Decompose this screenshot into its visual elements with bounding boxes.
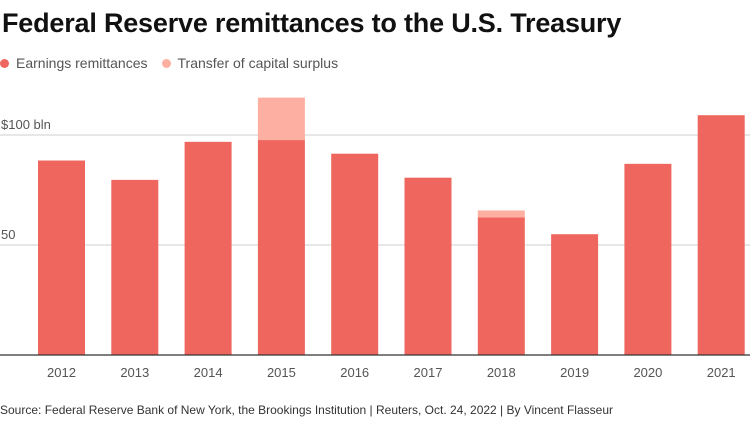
legend-label-capital-surplus: Transfer of capital surplus: [177, 55, 339, 71]
bar-2015-earnings: [257, 140, 305, 355]
bar-2015-capital-surplus: [257, 97, 305, 141]
x-tick-label-2020: 2020: [633, 365, 662, 380]
bar-chart: 50 $100 bln 2012 2013 2014 2015 2016 2017 2018 20…: [0, 97, 750, 380]
y-tick-label-50: 50: [1, 227, 15, 242]
legend-item-capital-surplus: Transfer of capital surplus: [161, 55, 339, 71]
x-tick-label-2021: 2021: [707, 365, 736, 380]
legend-swatch-capital-surplus: [161, 58, 171, 68]
bar-2016-earnings: [331, 153, 379, 355]
x-tick-label-2019: 2019: [560, 365, 589, 380]
bar-2021-earnings: [697, 115, 745, 355]
bar-2018-earnings: [477, 217, 525, 355]
bar-2017-earnings: [404, 177, 452, 355]
legend-swatch-earnings: [0, 58, 9, 68]
x-tick-label-2014: 2014: [194, 365, 223, 380]
chart-title: Federal Reserve remittances to the U.S. …: [2, 8, 622, 38]
y-tick-label-100: $100 bln: [1, 117, 51, 132]
bar-2013-earnings: [111, 179, 159, 355]
legend-label-earnings: Earnings remittances: [16, 55, 148, 71]
bar-2020-earnings: [624, 163, 672, 355]
x-tick-label-2015: 2015: [267, 365, 296, 380]
x-tick-label-2012: 2012: [47, 365, 76, 380]
x-tick-label-2016: 2016: [340, 365, 369, 380]
source-note: Source: Federal Reserve Bank of New York…: [0, 403, 613, 417]
x-tick-label-2017: 2017: [414, 365, 443, 380]
chart-legend: Earnings remittances Transfer of capital…: [0, 55, 352, 71]
bar-2018-capital-surplus: [477, 210, 525, 218]
bar-2014-earnings: [184, 141, 232, 355]
x-tick-label-2013: 2013: [120, 365, 149, 380]
legend-item-earnings: Earnings remittances: [0, 55, 148, 71]
x-tick-label-2018: 2018: [487, 365, 516, 380]
bar-2019-earnings: [551, 234, 599, 355]
bar-2012-earnings: [38, 160, 85, 355]
